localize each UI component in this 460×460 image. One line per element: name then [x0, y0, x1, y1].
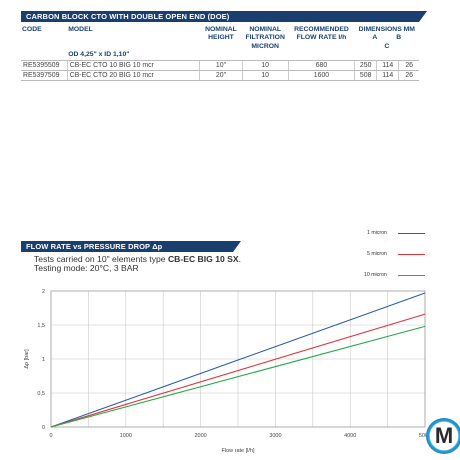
test-line1-suffix: .	[238, 254, 242, 264]
header-dim-c: C	[384, 42, 390, 50]
header-model: MODEL	[68, 26, 93, 33]
header-flow-l2: FLOW RATE l/h	[296, 34, 347, 42]
row-micron: 10	[241, 69, 289, 81]
logo-m-glyph: M	[434, 423, 454, 448]
test-line1-model: CB-EC BIG 10 SX	[167, 254, 239, 264]
legend-label-3: 10 micron	[364, 272, 387, 278]
row-height: 10"	[199, 59, 243, 71]
x-tick-label: 0	[49, 433, 52, 439]
test-line2: Testing mode: 20°C, 3 BAR	[34, 263, 139, 274]
legend-label-2: 5 micron	[367, 251, 387, 257]
row-model: CB-EC CTO 20 BIG 10 mcr	[66, 69, 200, 81]
series-line-2	[50, 313, 426, 428]
row-micron: 10	[241, 59, 289, 71]
header-dim-a: A	[372, 34, 378, 42]
header-nominal-height: NOMINAL HEIGHT	[200, 26, 242, 51]
row-code: RE5395509	[21, 59, 68, 71]
test-description: Tests carried on 10" elements type CB-EC…	[34, 254, 242, 274]
y-tick-label: 1,5	[37, 323, 45, 329]
header-dimensions-label: DIMENSIONS MM	[358, 26, 415, 33]
header-flow-l1: RECOMMENDED	[294, 26, 349, 33]
test-line1-prefix: Tests carried on 10" elements type	[34, 254, 168, 264]
header-code: CODE	[22, 26, 42, 33]
header-nominal-filtration: NOMINAL FILTRATION MICRON	[242, 26, 288, 51]
od-label: OD 4,25" x ID 1,10"	[68, 51, 130, 59]
legend-swatch-3	[398, 275, 425, 277]
legend-swatch-2	[398, 254, 425, 256]
header-dimensions: DIMENSIONS MM A B C	[355, 26, 419, 51]
table-title: CARBON BLOCK CTO WITH DOUBLE OPEN END (D…	[26, 12, 230, 21]
table-header-row: CODE MODEL NOMINAL HEIGHT NOMINAL FILTRA…	[21, 26, 419, 51]
row-flow: 1600	[287, 69, 355, 81]
header-filtration-l3: MICRON	[251, 42, 279, 50]
plot-frame	[50, 290, 426, 428]
table-title-tail	[419, 11, 427, 22]
table-row: RE5395509 CB-EC CTO 10 BIG 10 mcr 10" 10…	[21, 59, 419, 71]
y-tick-label: 1	[42, 357, 45, 363]
x-tick-label: 5000	[419, 433, 431, 439]
header-filtration-l1: NOMINAL	[249, 26, 282, 33]
x-tick-label: 4000	[344, 433, 356, 439]
legend-swatch-1	[398, 233, 425, 235]
y-tick-label: 0,5	[37, 391, 45, 397]
row-dim-b: 114	[376, 69, 399, 81]
legend-label-1: 1 micron	[367, 230, 387, 236]
row-dim-a: 250	[354, 59, 377, 71]
x-axis-title: Flow rate [l/h]	[221, 448, 254, 454]
x-tick-label: 2000	[194, 433, 206, 439]
y-axis-title: Δp [bar]	[24, 349, 30, 369]
header-flow-rate: RECOMMENDED FLOW RATE l/h	[288, 26, 354, 51]
header-dim-b: B	[396, 34, 402, 42]
brand-logo: M	[426, 418, 460, 454]
x-tick-label: 3000	[269, 433, 281, 439]
chart-section-title: FLOW RATE vs PRESSURE DROP Δp	[26, 242, 163, 251]
row-code: RE5397509	[21, 69, 68, 81]
header-filtration-l2: FILTRATION	[245, 34, 285, 42]
x-tick-label: 1000	[120, 433, 132, 439]
y-tick-label: 0	[42, 425, 45, 431]
series-line-1	[50, 292, 426, 428]
row-dim-b: 114	[376, 59, 399, 71]
od-row: OD 4,25" x ID 1,10"	[21, 51, 419, 60]
header-nominal-height-l2: HEIGHT	[208, 34, 234, 42]
chart-title-bar: FLOW RATE vs PRESSURE DROP Δp	[21, 241, 233, 252]
header-nominal-height-l1: NOMINAL	[205, 26, 237, 33]
row-dim-a: 508	[354, 69, 377, 81]
spec-table: CODE MODEL NOMINAL HEIGHT NOMINAL FILTRA…	[21, 26, 419, 81]
series-line-3	[50, 325, 426, 428]
row-dim-c: 26	[398, 69, 419, 81]
row-dim-c: 26	[398, 59, 419, 71]
pressure-drop-chart: 0 1000 2000 3000 4000 5000 0 0,5 1 1,5 2 Flow rate …	[24, 289, 431, 454]
table-title-bar: CARBON BLOCK CTO WITH DOUBLE OPEN END (D…	[21, 11, 419, 22]
y-tick-label: 2	[42, 289, 45, 295]
chart-title-tail	[233, 241, 241, 252]
table-row: RE5397509 CB-EC CTO 20 BIG 10 mcr 20" 10…	[21, 69, 419, 81]
row-height: 20"	[199, 69, 243, 81]
row-model: CB-EC CTO 10 BIG 10 mcr	[66, 59, 200, 71]
row-flow: 680	[287, 59, 355, 71]
